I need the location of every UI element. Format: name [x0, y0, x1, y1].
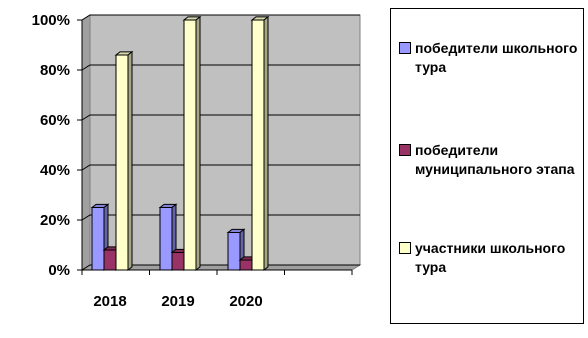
gridline — [81, 64, 360, 71]
legend-swatch-school-winners — [399, 42, 411, 54]
bar-2018-series-3 — [114, 50, 134, 272]
x-tick-label: 2018 — [93, 293, 126, 310]
y-tick-label: 60% — [40, 112, 70, 129]
y-tick-label: 100% — [32, 12, 70, 29]
y-tick-label: 20% — [40, 212, 70, 229]
gridline — [81, 264, 360, 271]
y-tick-labels: 0% 20% 40% 60% 80% 100% — [32, 12, 70, 279]
legend: победители школьного тура победители мун… — [390, 8, 584, 324]
gridline — [81, 214, 360, 221]
legend-swatch-municipal-winners — [399, 144, 411, 156]
legend-item-school-participants: участники школьного тура — [399, 239, 588, 277]
legend-label-school-winners: победители школьного тура — [415, 40, 578, 75]
legend-label-school-participants: участники школьного тура — [415, 240, 566, 275]
x-tick-label: 2020 — [229, 293, 262, 310]
bar-chart: 0% 20% 40% 60% 80% 100% 2018 2019 2020 — [32, 12, 362, 310]
legend-item-school-winners: победители школьного тура — [399, 39, 588, 77]
side-wall — [81, 14, 91, 271]
axes — [77, 19, 353, 275]
bars — [90, 15, 270, 272]
gridline — [81, 114, 360, 121]
gridlines — [81, 14, 360, 271]
y-tick-label: 0% — [48, 262, 70, 279]
bar-2019-series-3 — [182, 15, 202, 272]
bar-2020-series-3 — [250, 15, 270, 272]
x-tick-labels: 2018 2019 2020 — [93, 293, 262, 310]
gridline — [81, 14, 360, 21]
y-tick-label: 80% — [40, 62, 70, 79]
x-tick-label: 2019 — [161, 293, 194, 310]
y-tick-label: 40% — [40, 162, 70, 179]
legend-swatch-school-participants — [399, 242, 411, 254]
legend-label-municipal-winners: победители муниципального этапа — [415, 142, 575, 177]
legend-item-municipal-winners: победители муниципального этапа — [399, 141, 588, 179]
gridline — [81, 164, 360, 171]
